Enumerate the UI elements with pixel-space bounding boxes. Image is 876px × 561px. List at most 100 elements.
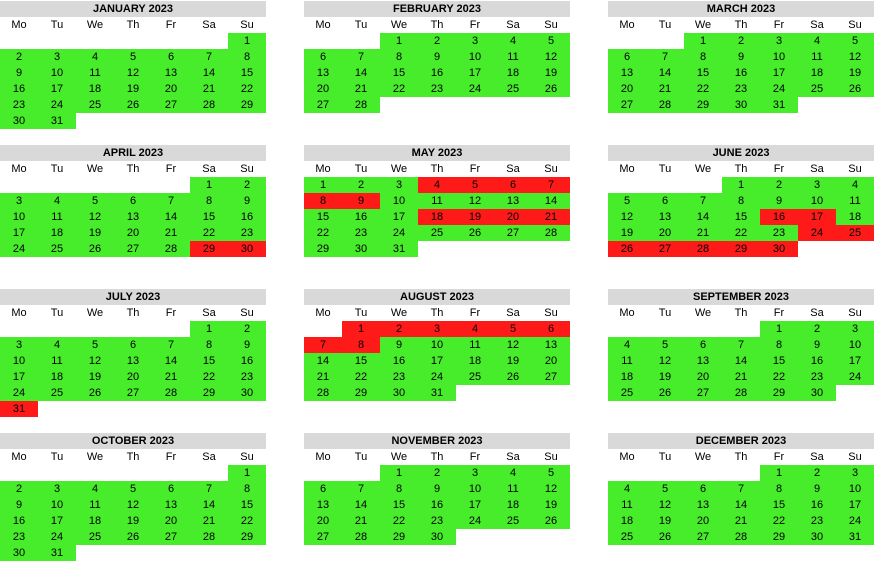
day-cell-available[interactable]: 7 <box>722 481 760 497</box>
day-cell-available[interactable]: 24 <box>38 97 76 113</box>
day-cell-available[interactable]: 29 <box>380 529 418 545</box>
day-cell-available[interactable]: 16 <box>798 497 836 513</box>
day-cell-available[interactable]: 25 <box>418 225 456 241</box>
day-cell-available[interactable]: 28 <box>342 529 380 545</box>
day-cell-available[interactable]: 17 <box>0 369 38 385</box>
day-cell-available[interactable]: 27 <box>152 97 190 113</box>
day-cell-available[interactable]: 28 <box>304 385 342 401</box>
day-cell-available[interactable]: 9 <box>228 193 266 209</box>
day-cell-available[interactable]: 21 <box>342 513 380 529</box>
day-cell-booked[interactable]: 30 <box>760 241 798 257</box>
day-cell-available[interactable]: 28 <box>342 97 380 113</box>
day-cell-available[interactable]: 28 <box>152 385 190 401</box>
day-cell-available[interactable]: 24 <box>380 225 418 241</box>
day-cell-available[interactable]: 27 <box>304 97 342 113</box>
day-cell-available[interactable]: 4 <box>494 465 532 481</box>
day-cell-available[interactable]: 3 <box>760 33 798 49</box>
day-cell-available[interactable]: 25 <box>798 81 836 97</box>
day-cell-available[interactable]: 14 <box>152 209 190 225</box>
day-cell-available[interactable]: 26 <box>76 241 114 257</box>
day-cell-available[interactable]: 12 <box>646 497 684 513</box>
day-cell-available[interactable]: 14 <box>722 497 760 513</box>
day-cell-available[interactable]: 25 <box>456 369 494 385</box>
day-cell-available[interactable]: 10 <box>760 49 798 65</box>
day-cell-available[interactable]: 28 <box>532 225 570 241</box>
day-cell-available[interactable]: 26 <box>646 529 684 545</box>
day-cell-available[interactable]: 19 <box>114 81 152 97</box>
day-cell-available[interactable]: 16 <box>342 209 380 225</box>
day-cell-available[interactable]: 25 <box>494 513 532 529</box>
day-cell-available[interactable]: 1 <box>228 33 266 49</box>
day-cell-available[interactable]: 20 <box>304 513 342 529</box>
day-cell-available[interactable]: 2 <box>722 33 760 49</box>
day-cell-booked[interactable]: 21 <box>532 209 570 225</box>
day-cell-available[interactable]: 20 <box>684 513 722 529</box>
day-cell-available[interactable]: 25 <box>76 97 114 113</box>
day-cell-available[interactable]: 25 <box>38 385 76 401</box>
day-cell-available[interactable]: 26 <box>494 369 532 385</box>
day-cell-available[interactable]: 26 <box>76 385 114 401</box>
day-cell-available[interactable]: 26 <box>114 97 152 113</box>
day-cell-available[interactable]: 22 <box>342 369 380 385</box>
day-cell-available[interactable]: 16 <box>418 65 456 81</box>
day-cell-available[interactable]: 18 <box>76 513 114 529</box>
day-cell-available[interactable]: 11 <box>798 49 836 65</box>
day-cell-available[interactable]: 12 <box>532 49 570 65</box>
day-cell-booked[interactable]: 26 <box>608 241 646 257</box>
day-cell-booked[interactable]: 16 <box>760 209 798 225</box>
day-cell-available[interactable]: 24 <box>418 369 456 385</box>
day-cell-available[interactable]: 5 <box>646 481 684 497</box>
day-cell-available[interactable]: 11 <box>456 337 494 353</box>
day-cell-available[interactable]: 18 <box>38 225 76 241</box>
day-cell-available[interactable]: 28 <box>722 385 760 401</box>
day-cell-available[interactable]: 7 <box>152 193 190 209</box>
day-cell-available[interactable]: 26 <box>114 529 152 545</box>
day-cell-booked[interactable]: 17 <box>798 209 836 225</box>
day-cell-available[interactable]: 16 <box>0 513 38 529</box>
day-cell-available[interactable]: 5 <box>608 193 646 209</box>
day-cell-available[interactable]: 13 <box>114 209 152 225</box>
day-cell-available[interactable]: 1 <box>684 33 722 49</box>
day-cell-available[interactable]: 31 <box>380 241 418 257</box>
day-cell-available[interactable]: 31 <box>38 113 76 129</box>
day-cell-available[interactable]: 27 <box>684 529 722 545</box>
day-cell-available[interactable]: 30 <box>228 385 266 401</box>
day-cell-available[interactable]: 9 <box>418 481 456 497</box>
day-cell-available[interactable]: 27 <box>114 241 152 257</box>
day-cell-available[interactable]: 26 <box>532 81 570 97</box>
day-cell-available[interactable]: 20 <box>304 81 342 97</box>
day-cell-available[interactable]: 18 <box>456 353 494 369</box>
day-cell-available[interactable]: 11 <box>76 497 114 513</box>
day-cell-available[interactable]: 13 <box>532 337 570 353</box>
day-cell-available[interactable]: 3 <box>0 337 38 353</box>
day-cell-available[interactable]: 24 <box>456 513 494 529</box>
day-cell-available[interactable]: 14 <box>190 497 228 513</box>
day-cell-available[interactable]: 14 <box>646 65 684 81</box>
day-cell-available[interactable]: 14 <box>342 65 380 81</box>
day-cell-available[interactable]: 15 <box>342 353 380 369</box>
day-cell-available[interactable]: 23 <box>228 369 266 385</box>
day-cell-available[interactable]: 3 <box>38 481 76 497</box>
day-cell-available[interactable]: 11 <box>494 49 532 65</box>
day-cell-available[interactable]: 27 <box>152 529 190 545</box>
day-cell-available[interactable]: 3 <box>380 177 418 193</box>
day-cell-available[interactable]: 13 <box>152 497 190 513</box>
day-cell-available[interactable]: 8 <box>380 49 418 65</box>
day-cell-available[interactable]: 3 <box>456 465 494 481</box>
day-cell-available[interactable]: 6 <box>114 193 152 209</box>
day-cell-available[interactable]: 12 <box>836 49 874 65</box>
day-cell-available[interactable]: 3 <box>456 33 494 49</box>
day-cell-available[interactable]: 23 <box>0 529 38 545</box>
day-cell-available[interactable]: 18 <box>798 65 836 81</box>
day-cell-booked[interactable]: 8 <box>304 193 342 209</box>
day-cell-available[interactable]: 17 <box>456 65 494 81</box>
day-cell-booked[interactable]: 29 <box>190 241 228 257</box>
day-cell-available[interactable]: 10 <box>380 193 418 209</box>
day-cell-available[interactable]: 9 <box>0 497 38 513</box>
day-cell-available[interactable]: 17 <box>456 497 494 513</box>
day-cell-booked[interactable]: 29 <box>722 241 760 257</box>
day-cell-available[interactable]: 11 <box>608 353 646 369</box>
day-cell-available[interactable]: 15 <box>190 209 228 225</box>
day-cell-available[interactable]: 4 <box>76 49 114 65</box>
day-cell-available[interactable]: 10 <box>456 481 494 497</box>
